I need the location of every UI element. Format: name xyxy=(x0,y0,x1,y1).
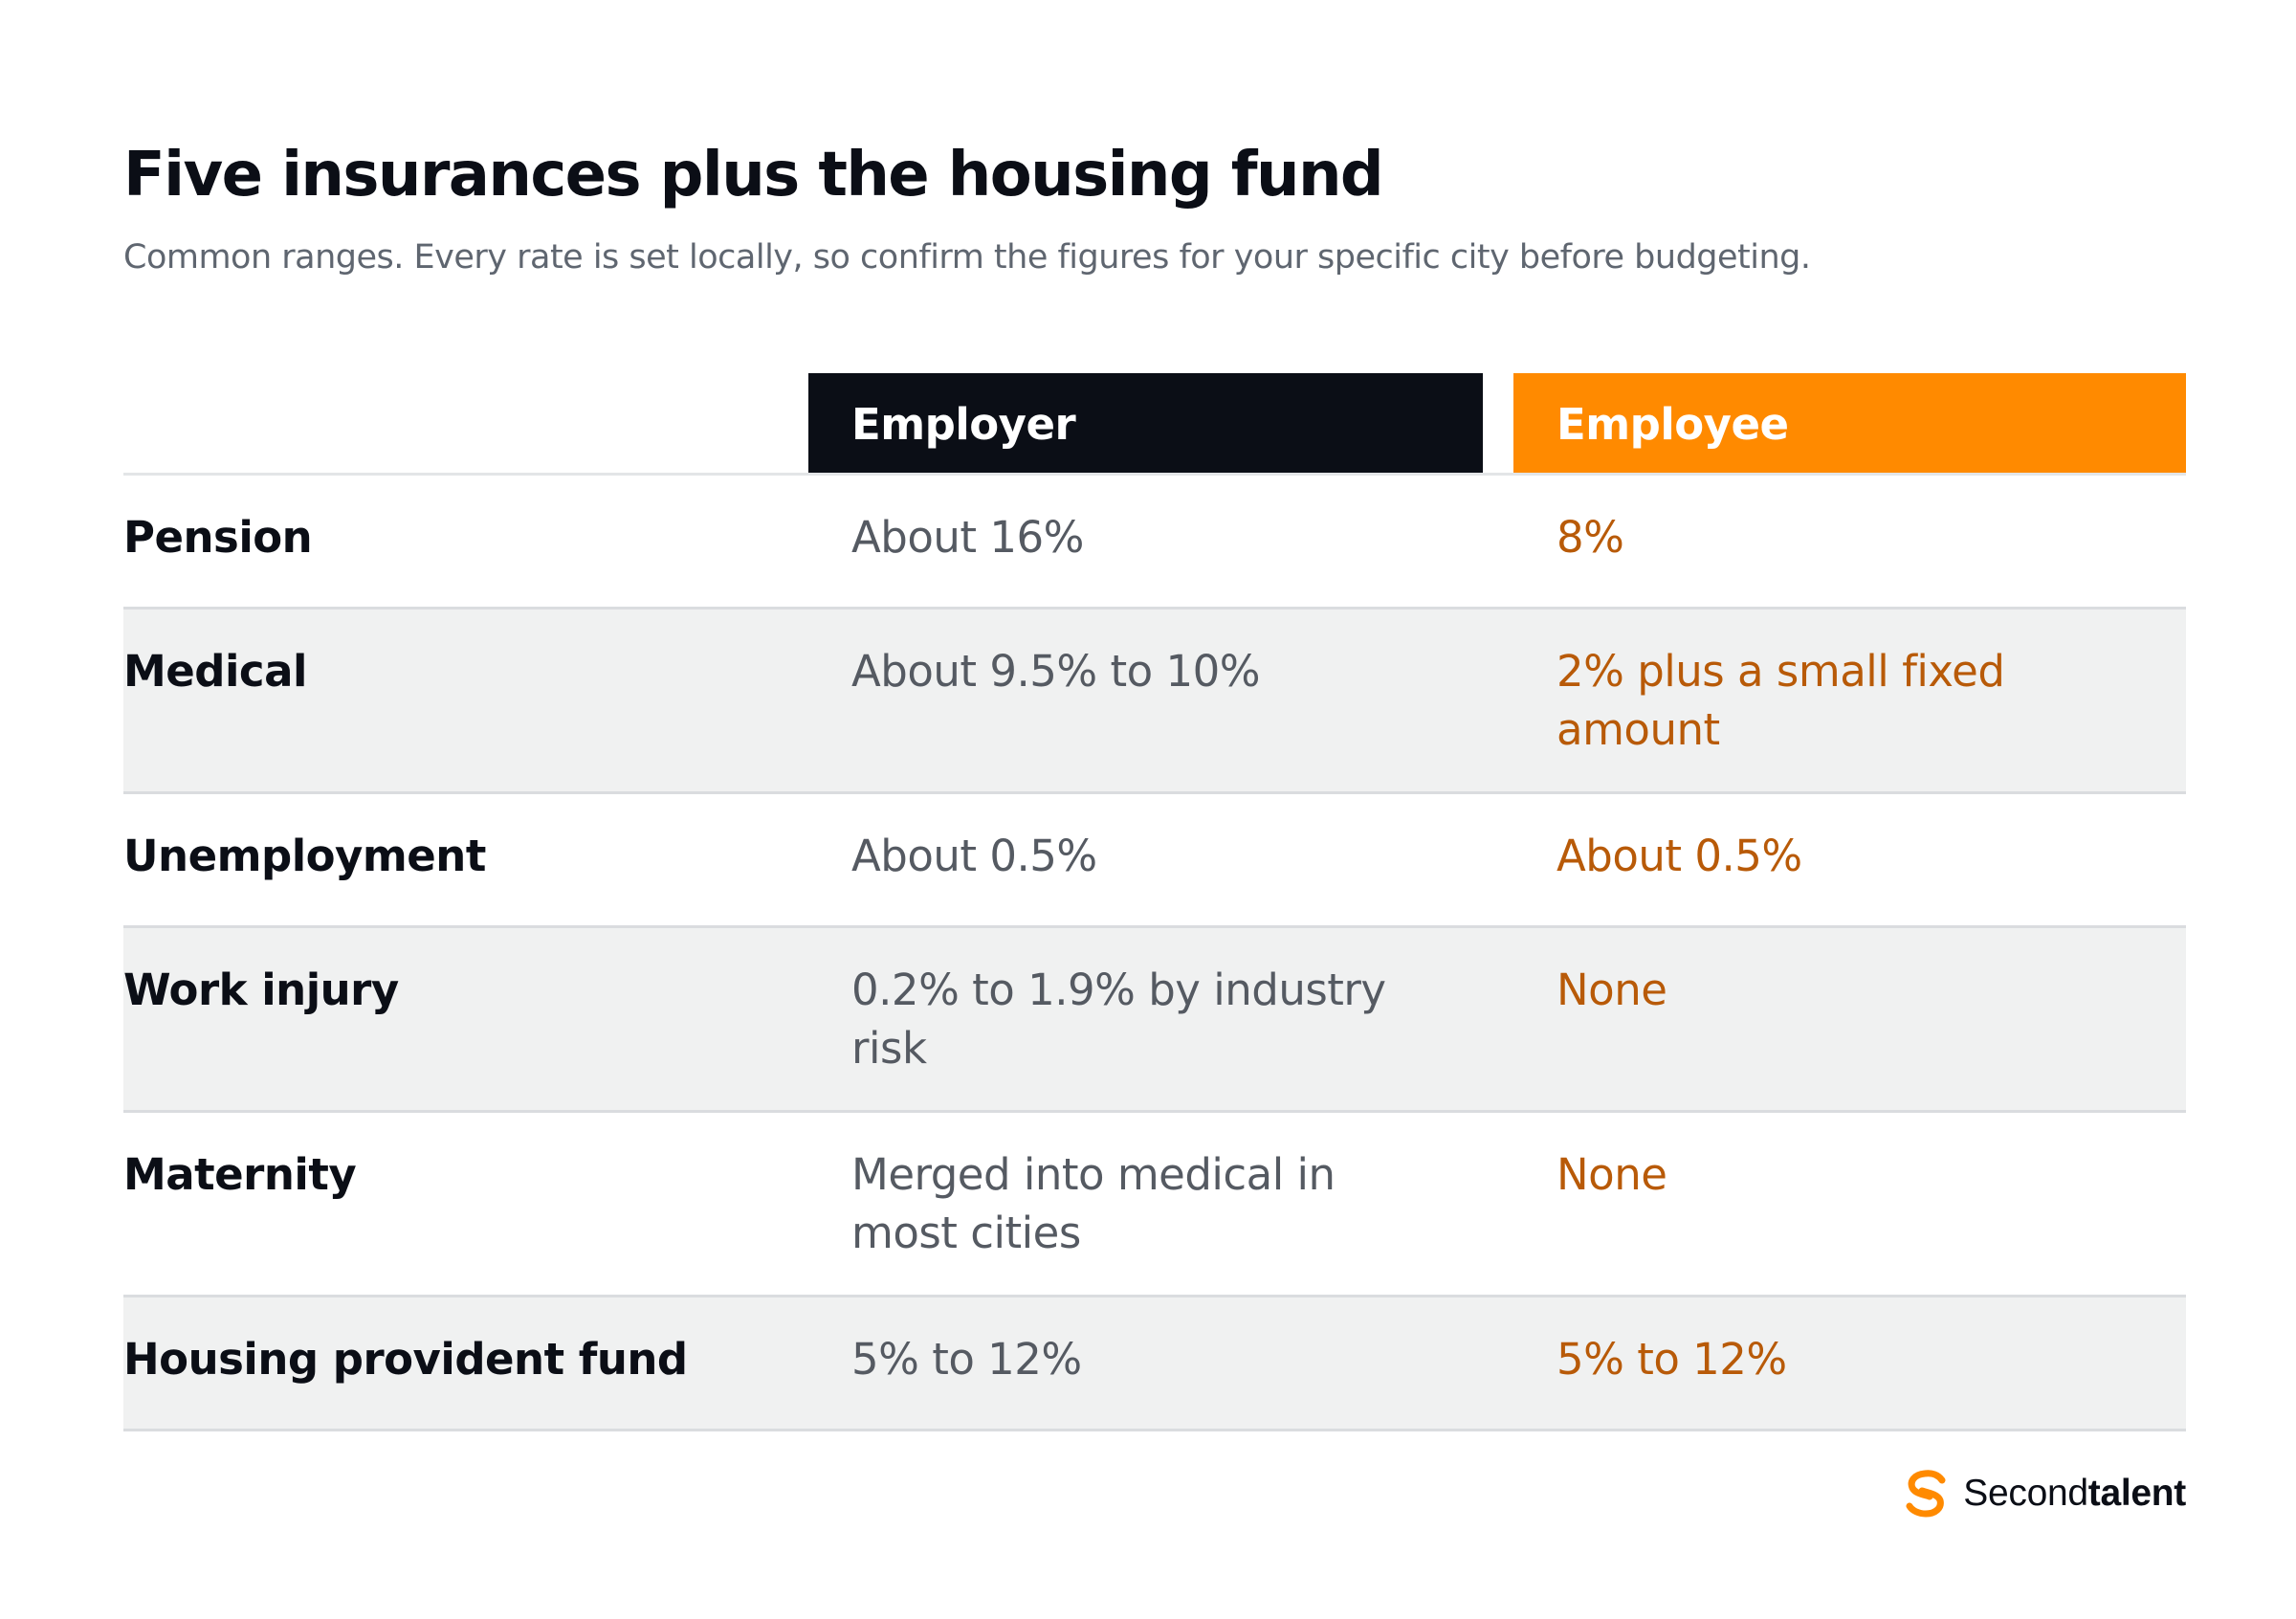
brand-wordmark: Secondtalent xyxy=(1963,1473,2186,1515)
brand-name-regular: Second xyxy=(1963,1473,2088,1514)
secondtalent-logo-icon xyxy=(1906,1470,1946,1518)
table-row: Housing provident fund 5% to 12% 5% to 1… xyxy=(123,1297,2186,1431)
employee-rate: 8% xyxy=(1556,512,1624,563)
table-row: Maternity Merged into medical in most ci… xyxy=(123,1113,2186,1297)
employer-rate: 0.2% to 1.9% by industry risk xyxy=(851,965,1386,1074)
page-title: Five insurances plus the housing fund xyxy=(123,140,1384,211)
column-header-employer: Employer xyxy=(808,373,1483,473)
row-label: Pension xyxy=(123,512,313,563)
employee-rate: 5% to 12% xyxy=(1556,1334,1787,1385)
contribution-table: Employer Employee Pension About 16% 8% M… xyxy=(123,373,2186,1431)
employer-rate: About 0.5% xyxy=(851,831,1097,881)
row-label: Medical xyxy=(123,646,307,697)
employee-rate: About 0.5% xyxy=(1556,831,1802,881)
employer-rate: About 16% xyxy=(851,512,1084,563)
row-label: Work injury xyxy=(123,965,399,1015)
row-label: Housing provident fund xyxy=(123,1334,688,1385)
table-row: Unemployment About 0.5% About 0.5% xyxy=(123,794,2186,928)
table-row: Pension About 16% 8% xyxy=(123,476,2186,610)
employer-rate: About 9.5% to 10% xyxy=(851,646,1260,697)
page-subtitle: Common ranges. Every rate is set locally… xyxy=(123,238,1811,277)
employer-rate: 5% to 12% xyxy=(851,1334,1082,1385)
table-header: Employer Employee xyxy=(123,373,2186,476)
table-row: Work injury 0.2% to 1.9% by industry ris… xyxy=(123,928,2186,1113)
table-row: Medical About 9.5% to 10% 2% plus a smal… xyxy=(123,610,2186,794)
row-label: Unemployment xyxy=(123,831,486,881)
employer-rate: Merged into medical in most cities xyxy=(851,1149,1336,1258)
employee-rate: 2% plus a small fixed amount xyxy=(1556,646,2005,755)
brand-logo: Secondtalent xyxy=(1900,1467,2186,1520)
employee-rate: None xyxy=(1556,965,1667,1015)
column-header-employee: Employee xyxy=(1513,373,2186,473)
employee-rate: None xyxy=(1556,1149,1667,1200)
row-label: Maternity xyxy=(123,1149,357,1200)
brand-name-bold: talent xyxy=(2087,1473,2187,1514)
